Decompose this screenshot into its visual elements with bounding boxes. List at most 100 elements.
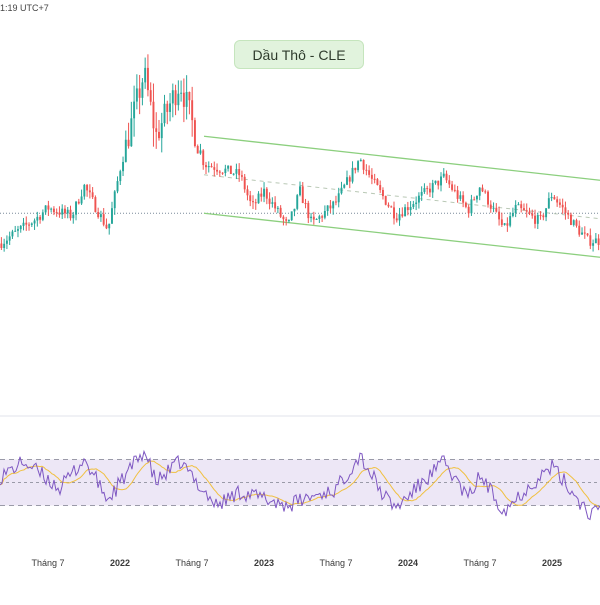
candle-body — [404, 207, 407, 217]
candle-body — [116, 181, 119, 192]
candle-body — [240, 175, 243, 177]
candle-body — [517, 204, 520, 206]
candle-body — [506, 223, 509, 226]
candle-body — [393, 207, 395, 219]
candle-body — [442, 173, 445, 177]
candle-body — [171, 90, 174, 104]
candle-body — [310, 216, 313, 219]
chart-title: Dầu Thô - CLE — [252, 46, 346, 63]
candle-body — [415, 202, 418, 205]
candle-body — [370, 174, 373, 179]
candle-body — [119, 171, 122, 182]
candle-body — [213, 167, 216, 170]
candle-body — [41, 212, 44, 220]
candle-body — [149, 90, 152, 102]
candle-body — [30, 223, 33, 225]
candle-body — [169, 103, 172, 112]
candle-body — [52, 208, 55, 213]
candle-body — [182, 92, 185, 107]
candle-body — [420, 191, 423, 196]
candle-body — [376, 179, 379, 186]
candle-body — [33, 220, 36, 224]
candle-body — [412, 204, 415, 208]
candle-body — [66, 209, 69, 214]
candle-body — [8, 236, 11, 241]
candle-body — [351, 167, 354, 182]
candle-body — [144, 67, 147, 83]
candle-body — [417, 195, 420, 203]
candle-body — [94, 197, 97, 212]
candle-body — [462, 195, 465, 203]
candle-body — [534, 215, 536, 224]
candle-body — [196, 146, 199, 154]
candle-body — [379, 185, 382, 190]
candle-body — [58, 212, 61, 215]
candle-body — [227, 165, 230, 169]
candle-body — [475, 195, 478, 200]
candle-body — [448, 180, 451, 185]
candle-body — [464, 202, 467, 207]
candle-body — [428, 188, 431, 193]
candle-body — [11, 231, 14, 237]
candle-body — [514, 204, 517, 214]
candle-body — [193, 120, 196, 147]
candle-body — [257, 193, 260, 204]
candle-body — [487, 191, 489, 205]
candle-body — [318, 216, 321, 219]
candle-body — [381, 189, 384, 197]
candle-body — [77, 201, 80, 204]
candle-body — [354, 167, 357, 171]
candle-body — [111, 208, 113, 224]
candle-body — [431, 183, 434, 193]
candle-body — [440, 176, 442, 186]
candle-body — [75, 201, 78, 215]
candle-body — [69, 209, 72, 219]
candle-body — [478, 187, 481, 196]
candle-body — [545, 208, 548, 218]
x-tick-label: Tháng 7 — [31, 558, 64, 568]
candle-body — [332, 201, 335, 209]
candle-body — [290, 211, 293, 221]
x-tick-label: 2023 — [254, 558, 274, 568]
candle-body — [174, 90, 177, 106]
candle-body — [0, 243, 3, 248]
candle-body — [556, 199, 559, 203]
candle-body — [238, 169, 241, 176]
candle-body — [594, 238, 597, 244]
candle-body — [210, 166, 213, 168]
candle-body — [191, 100, 194, 121]
candle-body — [185, 91, 188, 107]
candle-body — [525, 210, 528, 212]
candle-body — [321, 216, 324, 218]
candle-body — [124, 139, 127, 162]
candle-body — [384, 196, 387, 205]
candle-body — [91, 192, 94, 198]
candle-body — [122, 161, 125, 172]
candle-body — [500, 219, 503, 225]
candle-body — [160, 123, 163, 139]
candle-body — [64, 208, 66, 214]
candle-body — [470, 199, 473, 214]
candle-body — [539, 215, 542, 217]
candle-body — [99, 214, 102, 218]
candle-body — [570, 214, 572, 225]
candle-body — [578, 225, 581, 235]
x-tick-label: Tháng 7 — [175, 558, 208, 568]
candle-body — [326, 205, 329, 212]
candle-body — [503, 223, 506, 225]
x-tick-label: 2025 — [542, 558, 562, 568]
candle-body — [387, 204, 390, 207]
candle-body — [357, 161, 360, 171]
candle-body — [334, 201, 337, 203]
candle-body — [14, 230, 17, 232]
candle-body — [445, 173, 448, 181]
candle-body — [271, 202, 274, 204]
candle-body — [536, 215, 539, 224]
candle-body — [572, 220, 575, 225]
rsi-line — [0, 449, 600, 521]
candle-body — [296, 195, 299, 209]
candle-body — [426, 188, 429, 190]
candle-body — [323, 211, 326, 218]
candle-body — [55, 212, 58, 214]
